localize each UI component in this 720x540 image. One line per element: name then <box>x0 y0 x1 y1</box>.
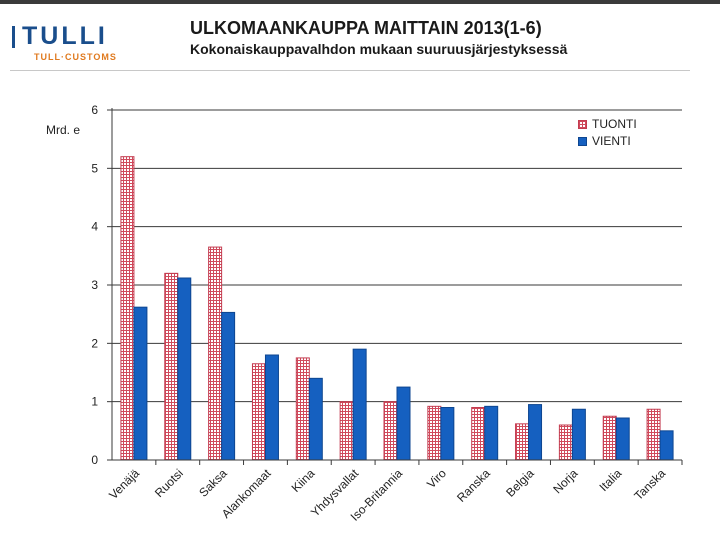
bar-export <box>308 377 323 461</box>
bar-import <box>164 272 179 461</box>
bar-export <box>440 407 455 461</box>
legend-swatch-import <box>578 120 587 129</box>
x-tick-label: Norja <box>550 466 580 496</box>
bar-import <box>339 401 354 461</box>
bar-import <box>602 415 617 461</box>
tulli-logo: TULLI TULL·CUSTOMS <box>10 16 160 66</box>
y-tick-label: 0 <box>91 453 98 467</box>
bar-import <box>251 363 266 461</box>
y-tick-label: 3 <box>91 278 98 292</box>
y-tick-label: 2 <box>91 336 98 350</box>
bar-export <box>659 430 674 461</box>
bar-export <box>571 408 586 461</box>
x-tick-label: Tanska <box>631 466 668 503</box>
bar-export <box>264 354 279 461</box>
x-tick-label: Saksa <box>196 466 230 500</box>
x-tick-label: Viro <box>424 466 449 491</box>
y-axis-label: Mrd. e <box>46 123 81 137</box>
bar-export <box>396 386 411 461</box>
x-tick-label: Venäjä <box>106 466 142 502</box>
bar-export <box>484 405 499 461</box>
bar-import <box>515 423 530 461</box>
bar-import <box>646 408 661 461</box>
bar-export <box>177 277 192 461</box>
legend-swatch-export <box>578 137 587 146</box>
x-tick-label: Italia <box>597 466 625 494</box>
bar-import <box>120 156 135 461</box>
page-title: ULKOMAANKAUPPA MAITTAIN 2013(1-6) <box>190 18 542 38</box>
y-tick-label: 5 <box>91 161 98 175</box>
bar-export <box>133 306 148 461</box>
bar-export <box>615 417 630 461</box>
x-tick-label: Ranska <box>454 466 493 505</box>
bar-import <box>427 405 442 461</box>
x-tick-label: Belgia <box>503 466 537 500</box>
legend-label-import: TUONTI <box>592 117 637 131</box>
bar-import <box>295 357 310 461</box>
y-tick-label: 4 <box>91 220 98 234</box>
x-tick-label: Kiina <box>289 466 318 495</box>
bar-import <box>208 246 223 461</box>
legend-item-import: TUONTI <box>578 116 637 133</box>
bar-export <box>352 348 367 461</box>
bar-import <box>558 424 573 461</box>
bar-import <box>471 407 486 461</box>
x-tick-label: Ruotsi <box>152 466 186 500</box>
logo-bar <box>12 26 15 48</box>
logo-wordmark: TULLI <box>22 22 108 50</box>
y-tick-label: 1 <box>91 395 98 409</box>
legend-label-export: VIENTI <box>592 134 631 148</box>
bar-export <box>221 311 236 461</box>
legend-item-export: VIENTI <box>578 133 637 150</box>
chart-legend: TUONTI VIENTI <box>578 116 637 150</box>
logo-subtitle: TULL·CUSTOMS <box>34 52 117 62</box>
bar-import <box>383 401 398 461</box>
header-separator <box>10 70 690 71</box>
page-subtitle: Kokonaiskauppavalhdon mukaan suuruusjärj… <box>190 41 568 57</box>
bar-export <box>528 404 543 461</box>
top-border <box>0 0 720 4</box>
y-tick-label: 6 <box>91 103 98 117</box>
